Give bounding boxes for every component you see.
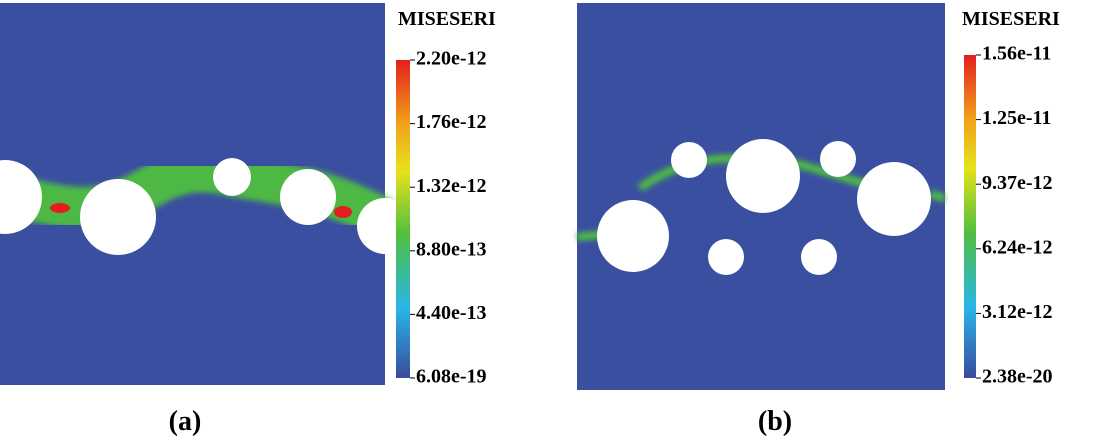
colorbar-tick-label: 3.12e-12	[982, 301, 1053, 323]
colorbar-tick-label: 4.40e-13	[416, 302, 487, 324]
colorbar-tick-label: 2.38e-20	[982, 366, 1053, 388]
panel-caption: (a)	[169, 406, 202, 437]
colorbar	[964, 55, 976, 378]
colorbar-tick-label: 6.24e-12	[982, 236, 1053, 258]
colorbar-title: MISESERI	[398, 8, 496, 30]
colorbar-tick-label: 1.25e-11	[982, 107, 1051, 129]
colorbar-tick-label: 1.76e-12	[416, 111, 487, 133]
legends: MISESERI 2.20e-12 1.76e-12 1.32e-12 8.80e-13…	[169, 8, 1060, 437]
colorbar-tick-label: 9.37e-12	[982, 172, 1053, 194]
colorbar-tick-label: 8.80e-13	[416, 238, 487, 260]
contour-b	[576, 3, 946, 390]
contour-a	[0, 3, 413, 385]
colorbar	[396, 60, 410, 378]
colorbar-tick-label: 2.20e-12	[416, 48, 487, 70]
colorbar-tick-label: 6.08e-19	[416, 366, 487, 388]
colorbar-tick-label: 1.32e-12	[416, 175, 487, 197]
panel-caption: (b)	[758, 406, 792, 437]
colorbar-tick-label: 1.56e-11	[982, 43, 1051, 65]
colorbar-title: MISESERI	[962, 8, 1060, 30]
